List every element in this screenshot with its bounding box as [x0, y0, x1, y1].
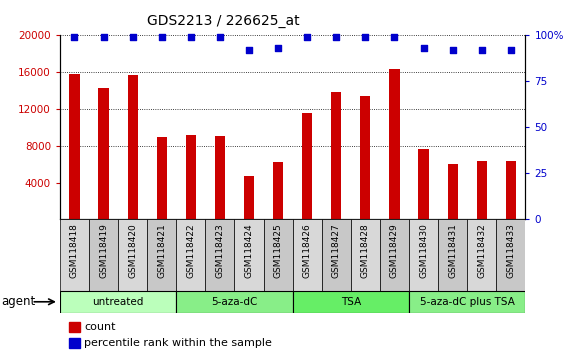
Point	[448, 47, 457, 53]
Bar	[70, 74, 79, 219]
Text: GSM118423: GSM118423	[215, 223, 224, 278]
Bar	[496, 219, 525, 292]
Text: GSM118429: GSM118429	[390, 223, 399, 278]
Bar	[448, 164, 458, 219]
Point	[99, 34, 108, 40]
Bar	[302, 113, 312, 219]
Point	[303, 34, 312, 40]
Bar	[60, 219, 89, 292]
Bar	[176, 219, 206, 292]
Text: GSM118425: GSM118425	[274, 223, 283, 278]
Point	[215, 34, 224, 40]
Bar	[244, 176, 254, 219]
Bar	[419, 149, 429, 219]
Bar	[351, 219, 380, 292]
Bar	[235, 219, 264, 292]
Bar	[186, 135, 196, 219]
Bar	[438, 219, 467, 292]
Point	[419, 45, 428, 51]
Bar	[176, 291, 293, 313]
Bar	[293, 291, 409, 313]
Bar	[389, 69, 400, 219]
Point	[390, 34, 399, 40]
Point	[157, 34, 166, 40]
Text: GSM118420: GSM118420	[128, 223, 137, 278]
Bar	[331, 92, 341, 219]
Bar	[69, 338, 79, 348]
Bar	[273, 162, 283, 219]
Text: GSM118431: GSM118431	[448, 223, 457, 278]
Text: 5-aza-dC: 5-aza-dC	[211, 297, 258, 307]
Bar	[98, 88, 108, 219]
Text: GSM118432: GSM118432	[477, 223, 486, 278]
Text: percentile rank within the sample: percentile rank within the sample	[84, 338, 272, 348]
Bar	[409, 291, 525, 313]
Text: GSM118418: GSM118418	[70, 223, 79, 278]
Text: GSM118424: GSM118424	[244, 223, 254, 278]
Bar	[156, 137, 167, 219]
Text: GSM118428: GSM118428	[361, 223, 370, 278]
Text: TSA: TSA	[341, 297, 361, 307]
Bar	[60, 291, 176, 313]
Bar	[467, 219, 496, 292]
Bar	[360, 96, 371, 219]
Bar	[506, 161, 516, 219]
Bar	[264, 219, 293, 292]
Text: untreated: untreated	[93, 297, 144, 307]
Text: GSM118433: GSM118433	[506, 223, 515, 278]
Point	[477, 47, 486, 53]
Point	[244, 47, 254, 53]
Text: 5-aza-dC plus TSA: 5-aza-dC plus TSA	[420, 297, 514, 307]
Point	[128, 34, 137, 40]
Bar	[215, 136, 225, 219]
Point	[361, 34, 370, 40]
Bar	[69, 322, 79, 332]
Text: GSM118426: GSM118426	[303, 223, 312, 278]
Bar	[409, 219, 438, 292]
Text: GSM118419: GSM118419	[99, 223, 108, 278]
Bar	[147, 219, 176, 292]
Point	[70, 34, 79, 40]
Text: agent: agent	[2, 295, 36, 308]
Point	[506, 47, 516, 53]
Bar	[380, 219, 409, 292]
Point	[274, 45, 283, 51]
Text: GDS2213 / 226625_at: GDS2213 / 226625_at	[147, 14, 299, 28]
Bar	[118, 219, 147, 292]
Bar	[321, 219, 351, 292]
Bar	[206, 219, 235, 292]
Point	[332, 34, 341, 40]
Text: count: count	[84, 322, 116, 332]
Bar	[127, 75, 138, 219]
Text: GSM118421: GSM118421	[157, 223, 166, 278]
Bar	[293, 219, 321, 292]
Text: GSM118422: GSM118422	[186, 223, 195, 278]
Point	[186, 34, 195, 40]
Text: GSM118427: GSM118427	[332, 223, 341, 278]
Text: GSM118430: GSM118430	[419, 223, 428, 278]
Bar	[89, 219, 118, 292]
Bar	[477, 161, 487, 219]
